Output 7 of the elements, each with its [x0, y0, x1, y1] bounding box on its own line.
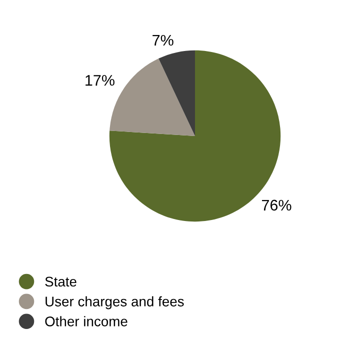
- legend-label: User charges and fees: [46, 296, 184, 310]
- data-label: 76%: [262, 200, 292, 211]
- legend-label: Other income: [45, 316, 128, 326]
- data-label: 17%: [86, 74, 114, 86]
- legend-label: State: [45, 276, 76, 287]
- data-label: 7%: [152, 34, 174, 46]
- pie-slice: [158, 50, 195, 136]
